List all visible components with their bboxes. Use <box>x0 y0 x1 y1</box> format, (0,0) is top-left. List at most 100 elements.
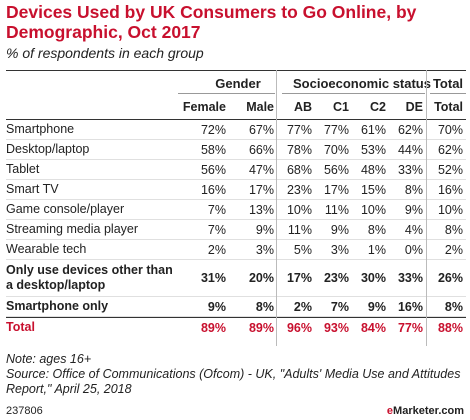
table-cell: 68% <box>286 162 312 177</box>
table-cell: 78% <box>286 142 312 157</box>
chart-title: Devices Used by UK Consumers to Go Onlin… <box>6 2 417 42</box>
table-cell: 93% <box>323 320 349 335</box>
table-cell: 70% <box>437 122 463 137</box>
group-header-total: Total <box>432 76 464 91</box>
table-row: Wearable tech 2% 3% 5% 3% 1% 0% 2% <box>6 240 466 260</box>
table-cell: 17% <box>248 182 274 197</box>
table-cell: 8% <box>255 299 274 314</box>
column-header-row: Female Male AB C1 C2 DE Total <box>6 94 466 120</box>
table-cell: 89% <box>200 320 226 335</box>
table-cell: 10% <box>360 202 386 217</box>
table-cell: 62% <box>397 122 423 137</box>
table-cell: 1% <box>367 242 386 257</box>
table-cell: 33% <box>397 271 423 285</box>
table-cell: 0% <box>404 242 423 257</box>
table-cell: 15% <box>360 182 386 197</box>
source-text: Source: Office of Communications (Ofcom)… <box>6 367 461 396</box>
notes: Note: ages 16+ Source: Office of Communi… <box>6 352 466 397</box>
row-label: Smart TV <box>6 182 59 196</box>
table-cell: 17% <box>323 182 349 197</box>
table-cell: 77% <box>397 320 423 335</box>
note-text: Note: ages 16+ <box>6 352 92 366</box>
table-cell: 53% <box>360 142 386 157</box>
table-cell: 56% <box>200 162 226 177</box>
table-row: Total 89% 89% 96% 93% 84% 77% 88% <box>6 317 466 337</box>
table-cell: 48% <box>360 162 386 177</box>
column-header: C2 <box>370 99 386 114</box>
table-cell: 16% <box>200 182 226 197</box>
table-cell: 3% <box>255 242 274 257</box>
table-cell: 66% <box>248 142 274 157</box>
table-cell: 5% <box>293 242 312 257</box>
table-cell: 56% <box>323 162 349 177</box>
gender-column-divider <box>276 70 277 346</box>
table-cell: 8% <box>404 182 423 197</box>
table-cell: 8% <box>444 299 463 314</box>
row-label: Wearable tech <box>6 242 87 256</box>
table-cell: 2% <box>444 242 463 257</box>
row-label: Desktop/laptop <box>6 142 90 156</box>
column-header: Female <box>182 99 226 114</box>
table-cell: 11% <box>287 222 312 237</box>
group-header-gender: Gender <box>215 76 261 91</box>
table-cell: 17% <box>286 271 312 285</box>
table-cell: 8% <box>444 222 463 237</box>
table-cell: 7% <box>207 222 226 237</box>
table-cell: 30% <box>360 271 386 285</box>
table-cell: 9% <box>255 222 274 237</box>
table-cell: 62% <box>437 142 463 157</box>
row-label: Only use devices other than a desktop/la… <box>6 263 173 292</box>
group-header-socio: Socioeconomic status <box>293 76 431 91</box>
gender-underline <box>178 93 275 94</box>
table-cell: 9% <box>367 299 386 314</box>
table-row: Smartphone only 9% 8% 2% 7% 9% 16% 8% <box>6 297 466 317</box>
table-cell: 16% <box>397 299 423 314</box>
table-cell: 31% <box>200 271 226 285</box>
table-cell: 47% <box>248 162 274 177</box>
table-row: Tablet 56% 47% 68% 56% 48% 33% 52% <box>6 160 466 180</box>
socio-underline <box>282 93 425 94</box>
table-cell: 10% <box>286 202 312 217</box>
table-cell: 3% <box>330 242 349 257</box>
table-row: Smartphone 72% 67% 77% 77% 61% 62% 70% <box>6 120 466 140</box>
row-label: Total <box>6 320 35 334</box>
table-cell: 4% <box>404 222 423 237</box>
table-cell: 33% <box>397 162 423 177</box>
table-cell: 16% <box>437 182 463 197</box>
column-header: Male <box>246 99 274 114</box>
column-header: Total <box>434 99 463 114</box>
table-cell: 84% <box>360 320 386 335</box>
table-cell: 9% <box>330 222 349 237</box>
table-cell: 89% <box>248 320 274 335</box>
table-cell: 88% <box>437 320 463 335</box>
chart-id: 237806 <box>6 405 43 417</box>
group-header-row: Gender Socioeconomic status Total <box>6 70 466 94</box>
column-header: C1 <box>333 99 349 114</box>
table-cell: 52% <box>437 162 463 177</box>
row-label: Smartphone only <box>6 299 109 313</box>
table-row: Desktop/laptop 58% 66% 78% 70% 53% 44% 62% <box>6 140 466 160</box>
table-cell: 10% <box>437 202 463 217</box>
total-column-divider <box>426 70 427 346</box>
chart-subtitle: % of respondents in each group <box>6 45 204 61</box>
table-row: Only use devices other than a desktop/la… <box>6 260 466 297</box>
table-cell: 13% <box>248 202 274 217</box>
table-cell: 61% <box>360 122 386 137</box>
table-cell: 20% <box>248 271 274 285</box>
table-cell: 70% <box>323 142 349 157</box>
table-cell: 2% <box>207 242 226 257</box>
table-cell: 7% <box>330 299 349 314</box>
table-row: Streaming media player 7% 9% 11% 9% 8% 4% 8% <box>6 220 466 240</box>
table-row: Smart TV 16% 17% 23% 17% 15% 8% 16% <box>6 180 466 200</box>
table-cell: 72% <box>200 122 226 137</box>
table-cell: 23% <box>286 182 312 197</box>
table-cell: 77% <box>323 122 349 137</box>
table-cell: 9% <box>207 299 226 314</box>
table-cell: 8% <box>367 222 386 237</box>
table-cell: 9% <box>404 202 423 217</box>
row-label: Game console/player <box>6 202 125 216</box>
row-label: Smartphone <box>6 122 75 136</box>
table-body: Smartphone 72% 67% 77% 77% 61% 62% 70% Desktop/l… <box>6 120 466 337</box>
table-cell: 58% <box>200 142 226 157</box>
total-underline <box>430 93 466 94</box>
